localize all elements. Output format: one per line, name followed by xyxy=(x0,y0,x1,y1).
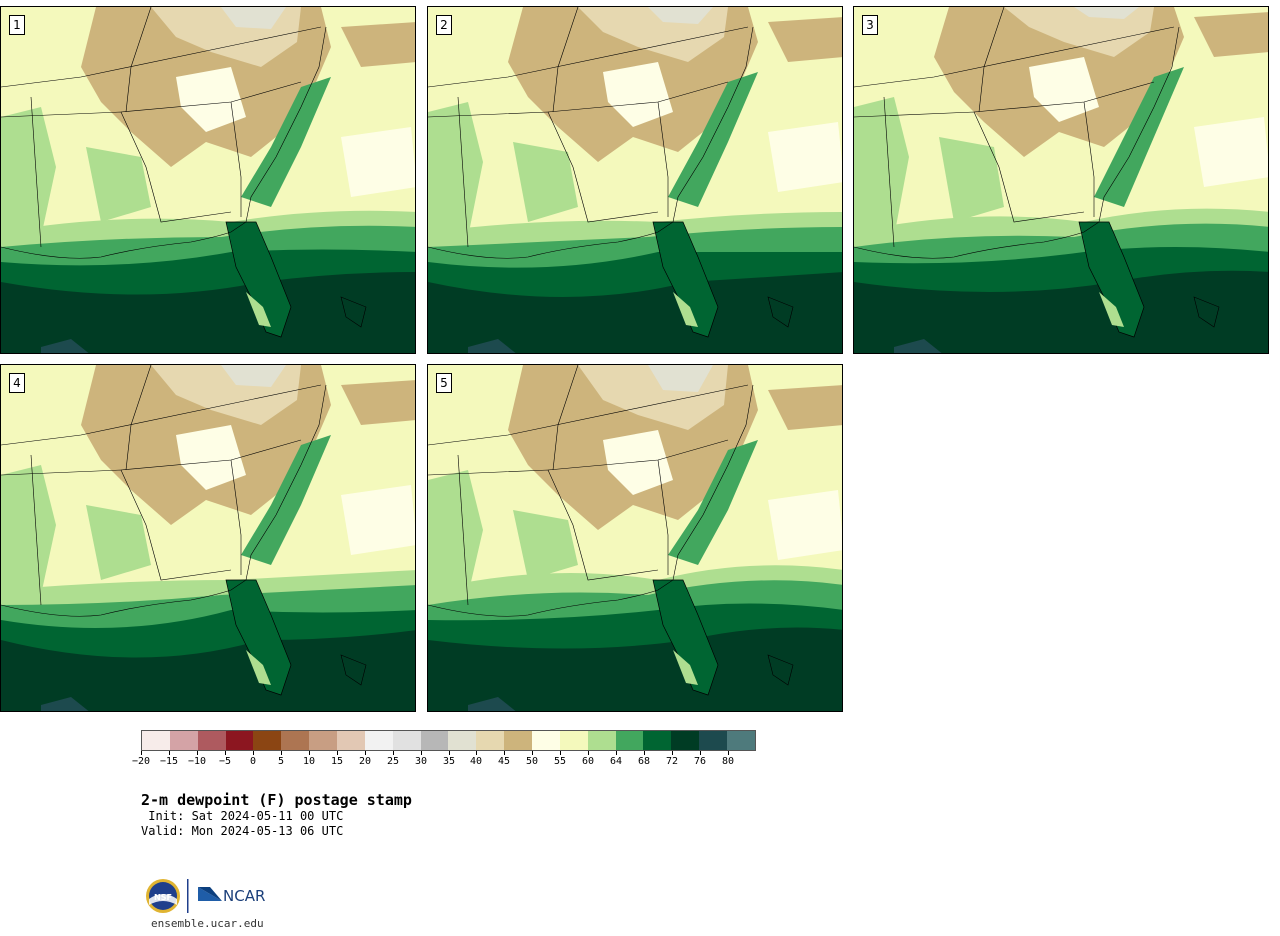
colorbar-tick-label: 80 xyxy=(721,756,735,767)
colorbar-tick-label: 72 xyxy=(665,756,679,767)
member-panel-3: 3 xyxy=(853,6,1269,354)
colorbar-tick-label: 0 xyxy=(249,756,257,767)
colorbar-tick xyxy=(169,751,170,755)
footer-url: ensemble.ucar.edu xyxy=(151,917,264,930)
colorbar-tick-label: 35 xyxy=(442,756,456,767)
nsf-logo-icon: NSF xyxy=(146,879,180,913)
dewpoint-map-3 xyxy=(854,7,1268,353)
dewpoint-colorbar xyxy=(141,730,756,751)
colorbar-swatch xyxy=(142,731,170,750)
colorbar-swatch xyxy=(643,731,672,750)
colorbar-tick-label: 15 xyxy=(330,756,344,767)
colorbar-tick-label: 55 xyxy=(553,756,567,767)
colorbar-tick xyxy=(616,751,617,755)
colorbar-tick xyxy=(421,751,422,755)
colorbar-tick xyxy=(449,751,450,755)
colorbar-tick xyxy=(476,751,477,755)
colorbar-tick xyxy=(337,751,338,755)
colorbar-tick-label: −5 xyxy=(218,756,232,767)
colorbar-tick-label: 5 xyxy=(277,756,285,767)
member-panel-2: 2 xyxy=(427,6,843,354)
colorbar-swatch xyxy=(420,731,449,750)
colorbar-swatch xyxy=(281,731,310,750)
member-number: 5 xyxy=(436,373,452,393)
member-number: 4 xyxy=(9,373,25,393)
colorbar-swatch xyxy=(504,731,533,750)
colorbar-swatch xyxy=(615,731,644,750)
colorbar-tick xyxy=(560,751,561,755)
colorbar-swatch xyxy=(671,731,700,750)
colorbar-tick xyxy=(365,751,366,755)
chart-title: 2-m dewpoint (F) postage stamp xyxy=(141,791,412,809)
valid-time: Valid: Mon 2024-05-13 06 UTC xyxy=(141,824,344,838)
member-panel-1: 1 xyxy=(0,6,416,354)
dewpoint-map-1 xyxy=(1,7,415,353)
colorbar-tick xyxy=(253,751,254,755)
colorbar-tick-label: 10 xyxy=(302,756,316,767)
member-number: 3 xyxy=(862,15,878,35)
dewpoint-map-5 xyxy=(428,365,842,711)
colorbar-swatch xyxy=(253,731,282,750)
colorbar-swatch xyxy=(532,731,560,750)
colorbar-tick xyxy=(141,751,142,755)
colorbar-tick-label: 68 xyxy=(637,756,651,767)
member-number: 2 xyxy=(436,15,452,35)
colorbar-swatch xyxy=(337,731,365,750)
svg-text:NCAR: NCAR xyxy=(223,887,265,905)
member-number: 1 xyxy=(9,15,25,35)
colorbar-swatch xyxy=(225,731,254,750)
colorbar-swatch xyxy=(364,731,393,750)
colorbar-tick xyxy=(197,751,198,755)
colorbar-tick xyxy=(588,751,589,755)
colorbar-tick xyxy=(504,751,505,755)
colorbar-swatch xyxy=(476,731,505,750)
member-panel-5: 5 xyxy=(427,364,843,712)
svg-text:NSF: NSF xyxy=(154,893,172,902)
colorbar-tick-label: −15 xyxy=(159,756,179,767)
colorbar-swatch xyxy=(448,731,477,750)
colorbar-tick-label: 76 xyxy=(693,756,707,767)
colorbar-tick xyxy=(728,751,729,755)
colorbar-tick xyxy=(225,751,226,755)
colorbar-tick xyxy=(309,751,310,755)
colorbar-swatch xyxy=(699,731,728,750)
colorbar-tick xyxy=(644,751,645,755)
colorbar-tick xyxy=(393,751,394,755)
colorbar-ticks: −20 −15 −10 −5 0 5 10 15 20 25 30 35 40 45 50 55 60 64 68 7… xyxy=(132,751,756,773)
member-panel-4: 4 xyxy=(0,364,416,712)
colorbar-tick xyxy=(532,751,533,755)
init-time: Init: Sat 2024-05-11 00 UTC xyxy=(141,809,344,823)
colorbar-tick-label: 25 xyxy=(386,756,400,767)
colorbar-tick-label: 64 xyxy=(609,756,623,767)
dewpoint-map-2 xyxy=(428,7,842,353)
ncar-logo-icon: NCAR xyxy=(198,887,265,905)
colorbar-tick xyxy=(700,751,701,755)
colorbar-swatch xyxy=(169,731,198,750)
colorbar-swatch xyxy=(309,731,338,750)
colorbar-swatch xyxy=(392,731,421,750)
colorbar-tick-label: 60 xyxy=(581,756,595,767)
colorbar-tick xyxy=(281,751,282,755)
colorbar-tick-label: 40 xyxy=(469,756,483,767)
colorbar-swatch xyxy=(197,731,226,750)
colorbar-tick-label: −10 xyxy=(187,756,207,767)
colorbar-tick-label: 30 xyxy=(414,756,428,767)
colorbar-tick-label: 45 xyxy=(497,756,511,767)
colorbar-tick-label: 50 xyxy=(525,756,539,767)
colorbar-tick-label: 20 xyxy=(358,756,372,767)
dewpoint-map-4 xyxy=(1,365,415,711)
colorbar-swatch xyxy=(587,731,616,750)
colorbar-tick xyxy=(672,751,673,755)
colorbar-tick-label: −20 xyxy=(131,756,151,767)
colorbar-swatch xyxy=(727,731,755,750)
colorbar-swatch xyxy=(559,731,588,750)
sponsor-logos: NSF NCAR xyxy=(144,877,284,917)
